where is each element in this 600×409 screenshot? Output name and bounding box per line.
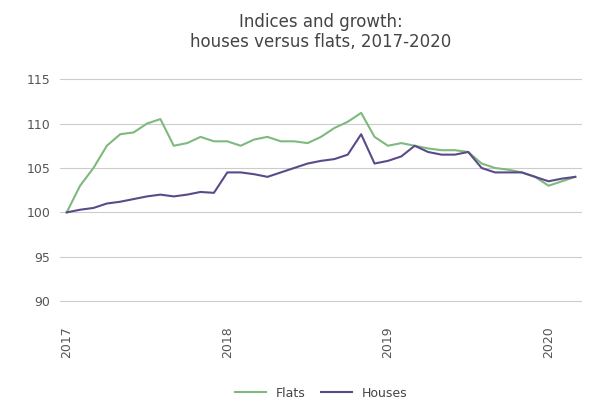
- Flats: [63, 210, 70, 215]
- Flats: [411, 143, 418, 148]
- Flats: [264, 135, 271, 139]
- Houses: [250, 172, 257, 177]
- Houses: [559, 176, 566, 181]
- Houses: [116, 199, 124, 204]
- Houses: [90, 205, 97, 210]
- Flats: [317, 135, 325, 139]
- Houses: [143, 194, 151, 199]
- Flats: [371, 135, 378, 139]
- Houses: [331, 157, 338, 162]
- Flats: [451, 148, 458, 153]
- Flats: [116, 132, 124, 137]
- Line: Houses: Houses: [67, 134, 575, 212]
- Houses: [76, 207, 83, 212]
- Flats: [478, 161, 485, 166]
- Flats: [358, 110, 365, 115]
- Houses: [224, 170, 231, 175]
- Flats: [170, 143, 178, 148]
- Houses: [411, 143, 418, 148]
- Flats: [184, 141, 191, 146]
- Houses: [424, 150, 431, 155]
- Houses: [317, 158, 325, 163]
- Flats: [398, 141, 405, 146]
- Flats: [277, 139, 284, 144]
- Legend: Flats, Houses: Flats, Houses: [230, 382, 412, 405]
- Flats: [250, 137, 257, 142]
- Houses: [277, 170, 284, 175]
- Flats: [211, 139, 218, 144]
- Houses: [344, 152, 352, 157]
- Houses: [572, 174, 579, 179]
- Houses: [211, 191, 218, 196]
- Flats: [130, 130, 137, 135]
- Flats: [331, 126, 338, 130]
- Houses: [385, 158, 392, 163]
- Line: Flats: Flats: [67, 113, 575, 212]
- Houses: [290, 166, 298, 171]
- Flats: [559, 179, 566, 184]
- Houses: [398, 154, 405, 159]
- Houses: [304, 161, 311, 166]
- Flats: [237, 143, 244, 148]
- Houses: [103, 201, 110, 206]
- Houses: [478, 166, 485, 171]
- Houses: [130, 197, 137, 202]
- Flats: [197, 135, 204, 139]
- Houses: [491, 170, 499, 175]
- Flats: [76, 183, 83, 188]
- Houses: [505, 170, 512, 175]
- Houses: [237, 170, 244, 175]
- Houses: [264, 174, 271, 179]
- Flats: [143, 121, 151, 126]
- Flats: [424, 146, 431, 151]
- Houses: [371, 161, 378, 166]
- Houses: [63, 210, 70, 215]
- Houses: [518, 170, 526, 175]
- Flats: [385, 143, 392, 148]
- Houses: [438, 152, 445, 157]
- Title: Indices and growth:
houses versus flats, 2017-2020: Indices and growth: houses versus flats,…: [190, 13, 452, 52]
- Houses: [170, 194, 178, 199]
- Flats: [572, 174, 579, 179]
- Flats: [518, 170, 526, 175]
- Houses: [532, 174, 539, 179]
- Flats: [532, 174, 539, 179]
- Flats: [157, 117, 164, 121]
- Houses: [157, 192, 164, 197]
- Flats: [290, 139, 298, 144]
- Flats: [438, 148, 445, 153]
- Flats: [464, 150, 472, 155]
- Houses: [184, 192, 191, 197]
- Houses: [358, 132, 365, 137]
- Flats: [505, 167, 512, 172]
- Flats: [224, 139, 231, 144]
- Houses: [451, 152, 458, 157]
- Houses: [464, 150, 472, 155]
- Flats: [491, 166, 499, 171]
- Flats: [90, 166, 97, 171]
- Flats: [545, 183, 552, 188]
- Flats: [344, 119, 352, 124]
- Flats: [103, 143, 110, 148]
- Houses: [197, 189, 204, 194]
- Flats: [304, 141, 311, 146]
- Houses: [545, 179, 552, 184]
